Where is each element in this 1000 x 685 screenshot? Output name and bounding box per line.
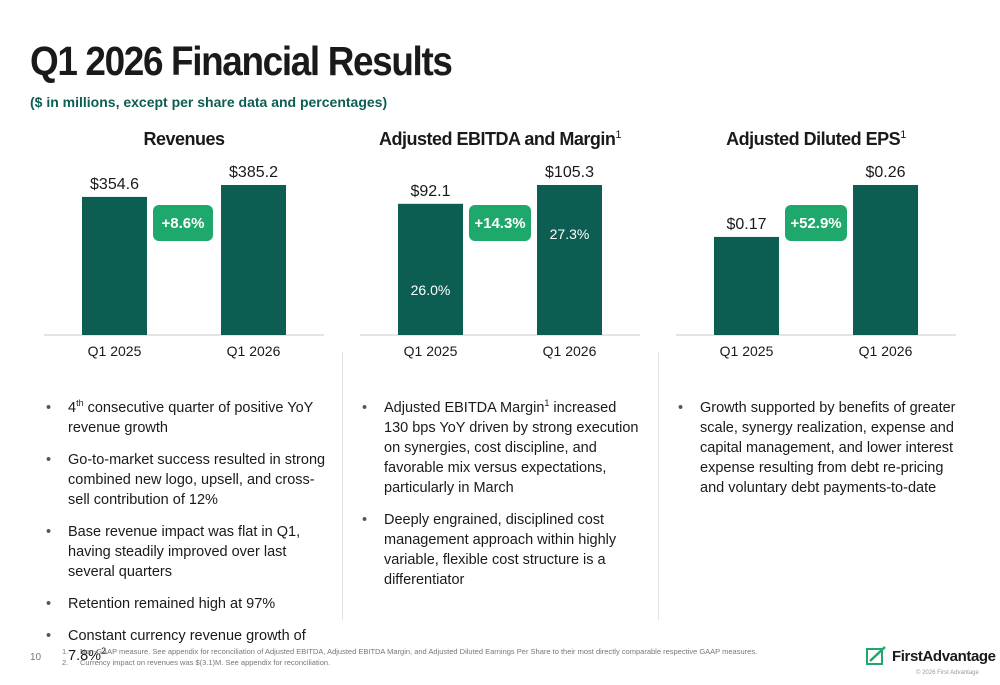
logo-mark-icon	[866, 646, 886, 665]
growth-badge	[153, 205, 213, 241]
bar	[398, 203, 463, 335]
margin-label: 27.3%	[550, 226, 590, 242]
data-label: $92.1	[410, 183, 450, 200]
page-subtitle: ($ in millions, except per share data an…	[30, 94, 388, 110]
growth-badge-label: +8.6%	[162, 215, 205, 232]
bar	[221, 185, 286, 335]
x-tick-label: Q1 2026	[543, 343, 597, 359]
x-tick-label: Q1 2025	[720, 343, 774, 359]
growth-badge	[469, 205, 531, 241]
charts-canvas: $354.6 Q1 2025 $385.2 Q1 2026 +8.6% $92.1 Q1 2…	[44, 164, 956, 359]
x-tick-label: Q1 2025	[88, 343, 142, 359]
chart-title-revenues: Revenues	[143, 129, 225, 149]
growth-badge	[785, 205, 847, 241]
logo-text: FirstAdvantage	[892, 647, 996, 665]
data-label: $105.3	[545, 164, 594, 181]
bullet-item: Retention remained high at 97%	[46, 594, 336, 614]
bullet-item: 4th consecutive quarter of positive YoY …	[46, 398, 336, 438]
footnote: 1. Non-GAAP measure. See appendix for rec…	[62, 647, 758, 656]
bullet-item: Constant currency revenue growth of 7.8%…	[46, 626, 336, 666]
copyright: © 2026 First Advantage	[916, 670, 979, 676]
margin-label: 26.0%	[411, 282, 451, 298]
eps-bullets: Growth supported by benefits of greater …	[678, 398, 960, 510]
bullet-item: Deeply engrained, disciplined cost manag…	[362, 510, 644, 590]
data-label: $0.26	[865, 164, 905, 181]
footnote: 2. Currency impact on revenues was $(3.1)…	[62, 658, 331, 667]
bar	[537, 185, 602, 335]
page-title: Q1 2026 Financial Results	[30, 38, 453, 84]
bar	[853, 185, 918, 335]
growth-badge-label: +14.3%	[474, 215, 525, 232]
bar	[714, 236, 779, 335]
bar	[82, 196, 147, 335]
growth-badge-label: +52.9%	[790, 215, 841, 232]
x-tick-label: Q1 2026	[227, 343, 281, 359]
data-label: $0.17	[726, 216, 766, 233]
ebitda-bullets: Adjusted EBITDA Margin1 increased 130 bp…	[362, 398, 644, 602]
bullet-item: Base revenue impact was flat in Q1, havi…	[46, 522, 336, 582]
chart-title-ebitda: Adjusted EBITDA and Margin1	[379, 129, 621, 149]
data-label: $385.2	[229, 164, 278, 181]
column-divider	[342, 352, 343, 620]
bullet-item: Adjusted EBITDA Margin1 increased 130 bp…	[362, 398, 644, 498]
column-divider	[658, 352, 659, 620]
chart-title-eps: Adjusted Diluted EPS1	[726, 129, 906, 149]
revenues-bullets: 4th consecutive quarter of positive YoY …	[46, 398, 336, 678]
x-tick-label: Q1 2026	[859, 343, 913, 359]
bullet-item: Growth supported by benefits of greater …	[678, 398, 960, 498]
data-label: $354.6	[90, 176, 139, 193]
company-logo: FirstAdvantage	[866, 646, 996, 666]
bullet-item: Go-to-market success resulted in strong …	[46, 450, 336, 510]
x-tick-label: Q1 2025	[404, 343, 458, 359]
footnotes: 1. Non-GAAP measure. See appendix for rec…	[62, 646, 757, 668]
page-number: 10	[30, 652, 42, 663]
